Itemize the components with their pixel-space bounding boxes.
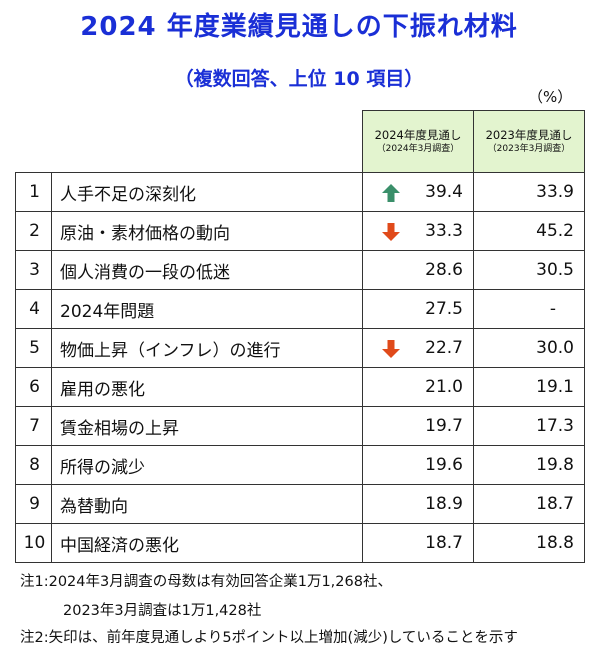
item-label-cell: 人手不足の深刻化 [51,172,363,212]
rank-cell: 4 [15,289,52,329]
value-2024: 18.7 [425,533,463,553]
rank-cell: 5 [15,328,52,368]
header-spacer [16,111,52,173]
value-2023-cell: 30.0 [473,328,585,368]
rank-cell: 9 [15,484,52,524]
value-2024: 27.5 [425,299,463,319]
value-2023-cell: 45.2 [473,211,585,251]
value-2023-cell: 18.7 [473,484,585,524]
value-2024-cell: 22.7 [362,328,474,368]
column-header-2023-label: 2023年度見通し [485,127,573,142]
chart-title: 2024 年度業績見通しの下振れ材料 [80,12,518,42]
column-header-2024-label: 2024年度見通し [374,127,462,142]
table-row: 4 2024年問題 27.5- [15,289,585,329]
item-label-cell: 雇用の悪化 [51,367,363,407]
note-1-line-1: 注1:2024年3月調査の母数は有効回答企業1万1,268社、 [20,574,392,590]
rank-cell: 7 [15,406,52,446]
column-header-2024: 2024年度見通し （2024年3月調査） [362,110,474,173]
rank-cell: 1 [15,172,52,212]
note-1-line-2: 2023年3月調査は1万1,428社 [63,603,262,619]
value-2024: 22.7 [425,338,463,358]
header-spacer [52,111,363,173]
value-2024: 28.6 [425,260,463,280]
value-2023-cell: 17.3 [473,406,585,446]
table-row: 6 雇用の悪化 21.0 19.1 [15,367,585,407]
item-label-cell: 個人消費の一段の低迷 [51,250,363,290]
value-2023-cell: 30.5 [473,250,585,290]
table-row: 8 所得の減少 19.6 19.8 [15,445,585,485]
value-2024-cell: 18.7 [362,523,474,563]
table-row: 1 人手不足の深刻化 39.4 33.9 [15,172,585,212]
value-2023-cell: 18.8 [473,523,585,563]
value-2024: 39.4 [425,182,463,202]
chart-subtitle: （複数回答、上位 10 項目） [174,68,424,90]
value-2024-cell: 21.0 [362,367,474,407]
value-2024: 19.7 [425,416,463,436]
item-label-cell: 2024年問題 [51,289,363,329]
value-2024-cell: 27.5 [362,289,474,329]
down-arrow-icon [382,223,400,241]
value-2024-cell: 19.7 [362,406,474,446]
value-2024: 33.3 [425,221,463,241]
rank-cell: 6 [15,367,52,407]
rank-cell: 3 [15,250,52,290]
value-2024-cell: 19.6 [362,445,474,485]
value-2023-cell: 19.8 [473,445,585,485]
value-2023-cell: - [473,289,585,329]
table-row: 5 物価上昇（インフレ）の進行 22.7 30.0 [15,328,585,368]
value-2024-cell: 39.4 [362,172,474,212]
value-2023-cell: 19.1 [473,367,585,407]
value-2023-cell: 33.9 [473,172,585,212]
header-row: 2024年度見通し （2024年3月調査） 2023年度見通し （2023年3月… [16,110,585,173]
item-label-cell: 賃金相場の上昇 [51,406,363,446]
table-row: 2 原油・素材価格の動向 33.3 45.2 [15,211,585,251]
value-2024: 18.9 [425,494,463,514]
table-row: 7 賃金相場の上昇 19.7 17.3 [15,406,585,446]
column-header-2023: 2023年度見通し （2023年3月調査） [473,110,585,173]
column-header-2023-sub: （2023年3月調査） [487,144,571,155]
table-body: 1 人手不足の深刻化 39.4 33.9 2 原油・素材価格の動向 33.3 45.2 3 個人消… [15,172,585,563]
value-2024: 21.0 [425,377,463,397]
unit-label: （%） [528,88,573,106]
table-row: 10 中国経済の悪化 18.7 18.8 [15,523,585,563]
up-arrow-icon [382,184,400,202]
note-2: 注2:矢印は、前年度見通しより5ポイント以上増加(減少)していることを示す [20,630,518,646]
data-table: 2024年度見通し （2024年3月調査） 2023年度見通し （2023年3月… [15,110,585,563]
value-2024: 19.6 [425,455,463,475]
table-row: 3 個人消費の一段の低迷 28.6 30.5 [15,250,585,290]
item-label-cell: 原油・素材価格の動向 [51,211,363,251]
rank-cell: 8 [15,445,52,485]
table-row: 9 為替動向 18.9 18.7 [15,484,585,524]
down-arrow-icon [382,340,400,358]
value-2024-cell: 28.6 [362,250,474,290]
item-label-cell: 所得の減少 [51,445,363,485]
item-label-cell: 為替動向 [51,484,363,524]
item-label-cell: 物価上昇（インフレ）の進行 [51,328,363,368]
column-header-2024-sub: （2024年3月調査） [376,144,460,155]
value-2024-cell: 18.9 [362,484,474,524]
value-2024-cell: 33.3 [362,211,474,251]
item-label-cell: 中国経済の悪化 [51,523,363,563]
rank-cell: 2 [15,211,52,251]
rank-cell: 10 [15,523,52,563]
